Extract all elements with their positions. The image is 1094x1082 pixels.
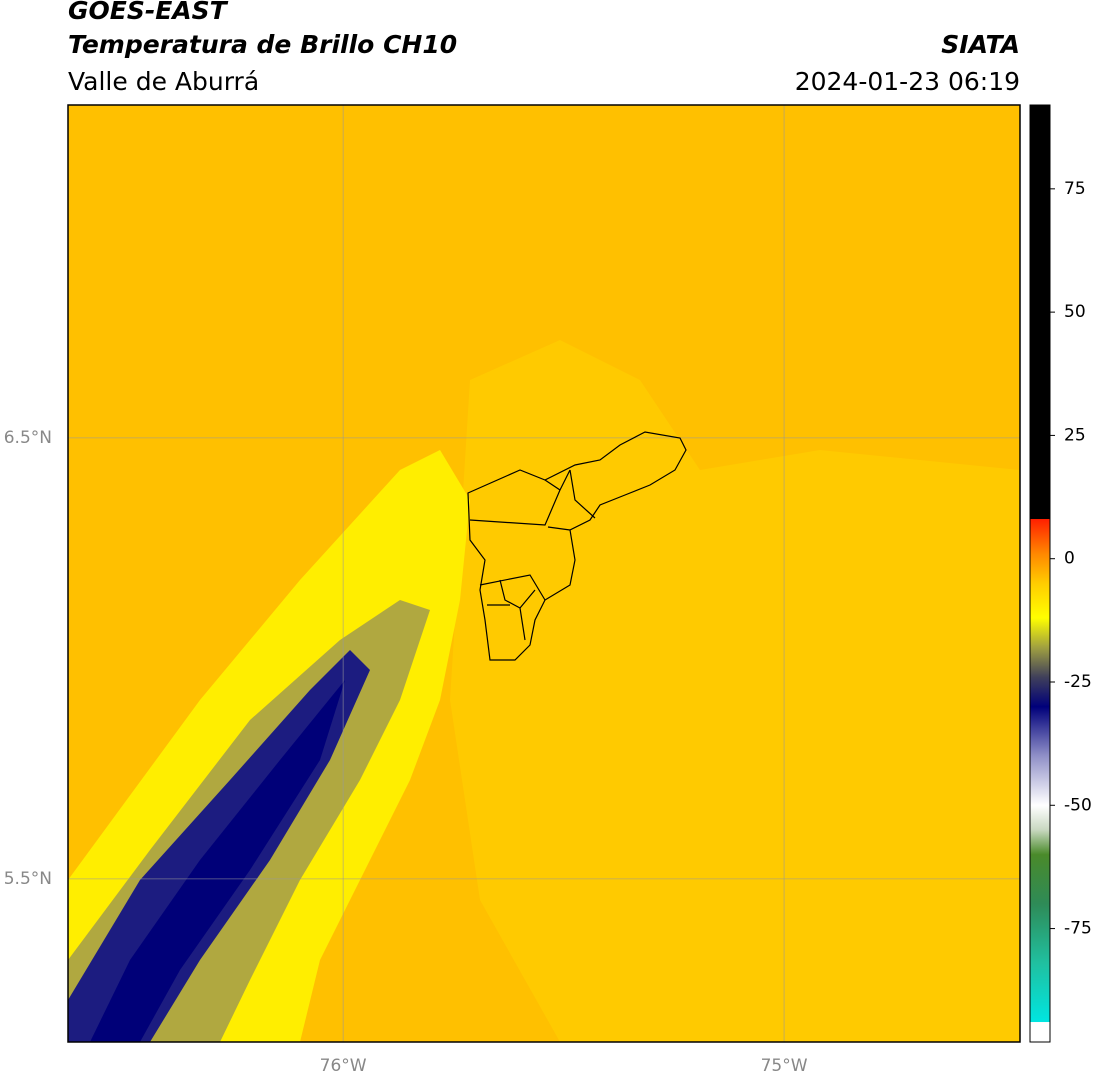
y-tick-label: 5.5°N <box>4 869 52 889</box>
colorbar <box>1029 104 1051 1043</box>
x-tick-label: 76°W <box>320 1056 367 1076</box>
y-tick-label: 6.5°N <box>4 428 52 448</box>
field-core <box>90 680 345 1042</box>
field <box>68 105 1020 1042</box>
municipalities <box>467 431 687 661</box>
boundary <box>467 431 687 661</box>
x-tick-label: 75°W <box>761 1056 808 1076</box>
satellite: GOES-EAST <box>68 0 229 25</box>
colorbar-tick-label: 0 <box>1064 549 1075 569</box>
colorbar-tick-label: -50 <box>1064 795 1092 815</box>
colorbar-tick-label: 50 <box>1064 302 1086 322</box>
datetime: 2024-01-23 06:19 <box>795 67 1020 96</box>
grid <box>68 105 1020 1042</box>
colorbar-tick-label: 25 <box>1064 425 1086 445</box>
colorbar-tick-label: -25 <box>1064 672 1092 692</box>
map-frame <box>67 104 1021 1043</box>
region: Valle de Aburrá <box>68 67 259 96</box>
inner-boundaries <box>469 469 596 641</box>
colorbar-tick-label: 75 <box>1064 179 1086 199</box>
product: Temperatura de Brillo CH10 <box>68 30 457 59</box>
source: SIATA <box>941 30 1020 59</box>
colorbar-tick-label: -75 <box>1064 919 1092 939</box>
